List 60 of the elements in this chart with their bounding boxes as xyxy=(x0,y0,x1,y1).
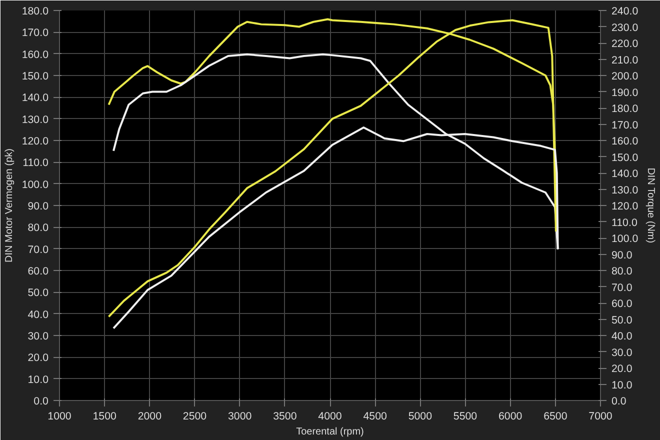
x-tick-label: 6500 xyxy=(544,410,568,422)
x-tick-label: 1500 xyxy=(92,410,117,422)
y-tick-label: 70.0 xyxy=(28,244,49,256)
y2-tick-label: 0.0 xyxy=(612,396,626,408)
y-tick-label: 130.0 xyxy=(22,114,49,126)
y2-tick-label: 220.0 xyxy=(612,38,638,50)
y-tick-label: 140.0 xyxy=(22,92,49,104)
y2-tick-label: 170.0 xyxy=(612,119,638,132)
x-tick-label: 3000 xyxy=(228,410,252,422)
y2-axis-title: DIN Torque (Nm) xyxy=(645,168,656,244)
y2-tick-label: 110.0 xyxy=(612,216,638,229)
x-tick-label: 1000 xyxy=(48,410,72,422)
y2-tick-label: 120.0 xyxy=(612,200,638,212)
y2-tick-label: 100.0 xyxy=(612,233,638,245)
y2-tick-label: 10.0 xyxy=(612,379,632,392)
y-tick-label: 10.0 xyxy=(28,374,49,386)
y2-tick-label: 210.0 xyxy=(612,54,638,66)
y-tick-label: 40.0 xyxy=(28,308,49,321)
y2-tick-label: 50.0 xyxy=(612,314,632,326)
y-tick-label: 20.0 xyxy=(28,352,49,364)
y-tick-label: 100.0 xyxy=(22,178,49,191)
y-tick-label: 180.0 xyxy=(22,6,49,18)
y-axis-title: DIN Motor Vermogen (pk) xyxy=(4,148,15,262)
y2-tick-label: 160.0 xyxy=(612,136,638,148)
y2-tick-label: 90.0 xyxy=(612,249,632,262)
y-tick-label: 170.0 xyxy=(22,27,49,40)
x-tick-label: 2000 xyxy=(138,410,162,422)
y2-tick-label: 180.0 xyxy=(612,103,638,115)
y-tick-label: 80.0 xyxy=(28,222,49,234)
x-tick-label: 4500 xyxy=(363,410,388,422)
x-tick-label: 3500 xyxy=(273,410,297,422)
y2-tick-label: 230.0 xyxy=(612,22,638,34)
y2-tick-label: 20.0 xyxy=(612,363,632,375)
y2-tick-label: 140.0 xyxy=(612,168,638,180)
x-tick-label: 5500 xyxy=(453,410,478,422)
y-tick-label: 150.0 xyxy=(22,70,49,82)
y-tick-label: 60.0 xyxy=(28,266,49,278)
y2-tick-label: 130.0 xyxy=(612,184,638,196)
x-tick-label: 5000 xyxy=(408,410,432,422)
y2-tick-label: 240.0 xyxy=(612,6,638,18)
y-tick-label: 110.0 xyxy=(22,157,49,170)
y2-tick-label: 200.0 xyxy=(612,70,638,82)
y2-tick-label: 150.0 xyxy=(612,152,638,164)
y2-tick-label: 190.0 xyxy=(612,86,638,99)
y2-tick-label: 40.0 xyxy=(612,330,632,342)
x-axis-title: Toerental (rpm) xyxy=(296,426,364,438)
y-tick-label: 120.0 xyxy=(22,136,49,148)
x-tick-label: 7000 xyxy=(588,410,612,422)
y-tick-label: 50.0 xyxy=(28,287,49,300)
y2-tick-label: 60.0 xyxy=(612,298,632,310)
x-tick-label: 6000 xyxy=(498,410,522,422)
x-tick-label: 4000 xyxy=(318,410,342,422)
y-tick-label: 90.0 xyxy=(28,200,49,212)
y-tick-label: 160.0 xyxy=(22,48,49,61)
y2-tick-label: 30.0 xyxy=(612,346,632,359)
y-tick-label: 0.0 xyxy=(34,396,49,408)
y-tick-label: 30.0 xyxy=(28,330,49,342)
y2-tick-label: 70.0 xyxy=(612,282,632,294)
y2-tick-label: 80.0 xyxy=(612,266,632,278)
x-tick-label: 2500 xyxy=(182,410,207,422)
